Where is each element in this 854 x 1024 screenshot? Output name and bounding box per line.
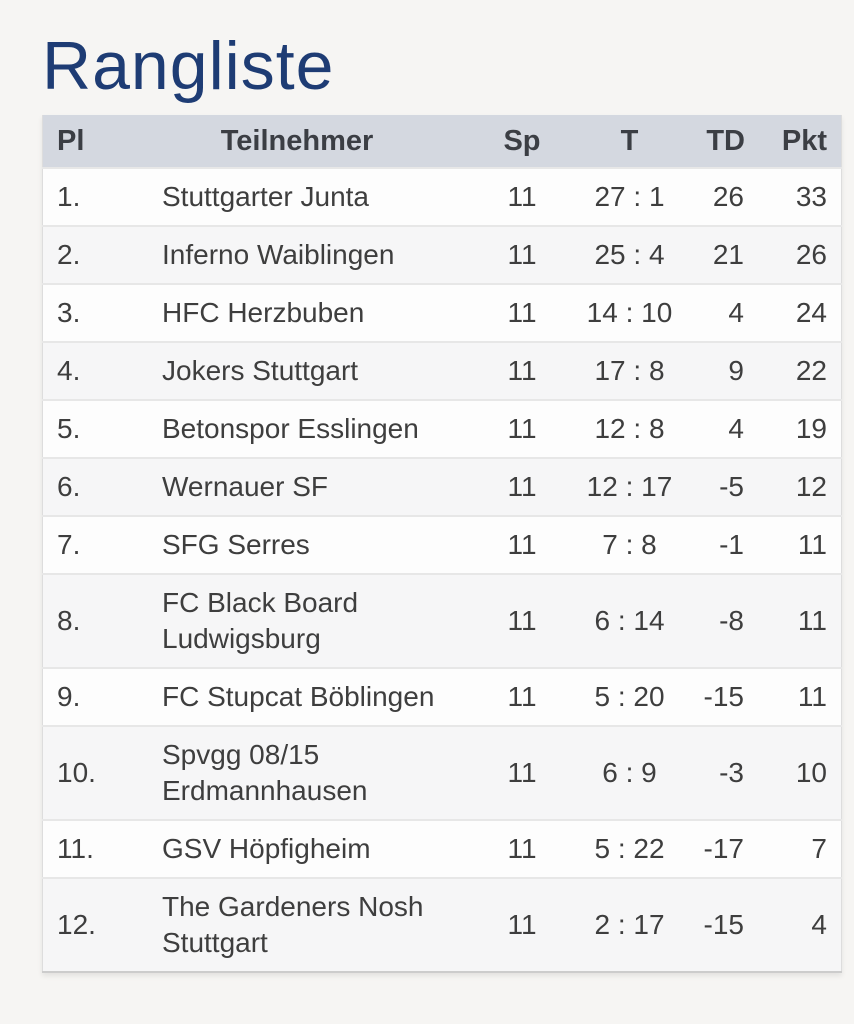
cell-t: 6 : 14 <box>594 605 665 636</box>
column-header-t: T <box>620 124 639 157</box>
cell-t: 12 : 8 <box>594 413 665 444</box>
cell-sp: 11 <box>507 181 537 212</box>
cell-team: Spvgg 08/15 Erdmannhausen <box>162 739 368 806</box>
table-row: 3. HFC Herzbuben 11 14 : 10 4 24 <box>42 284 842 342</box>
cell-t: 17 : 8 <box>594 355 665 386</box>
column-header-sp: Sp <box>503 124 541 157</box>
cell-sp: 11 <box>507 413 537 444</box>
cell-sp: 11 <box>507 471 537 502</box>
cell-pl: 3. <box>57 297 81 328</box>
page-title: Rangliste <box>42 28 335 104</box>
column-header-pl: Pl <box>57 124 85 157</box>
cell-pl: 12. <box>57 909 96 940</box>
cell-sp: 11 <box>507 605 537 636</box>
cell-pkt: 22 <box>795 355 827 386</box>
cell-pkt: 19 <box>795 413 827 444</box>
cell-pkt: 11 <box>797 529 827 560</box>
cell-pkt: 7 <box>811 833 827 864</box>
cell-t: 5 : 22 <box>594 833 665 864</box>
cell-t: 7 : 8 <box>602 529 657 560</box>
cell-td: -5 <box>719 471 744 502</box>
cell-pl: 10. <box>57 757 96 788</box>
cell-team: FC Black Board Ludwigsburg <box>162 587 359 654</box>
cell-team: The Gardeners Nosh Stuttgart <box>162 891 424 958</box>
cell-td: 4 <box>728 297 744 328</box>
cell-t: 14 : 10 <box>586 297 673 328</box>
cell-pkt: 11 <box>797 681 827 712</box>
cell-team: FC Stupcat Böblingen <box>162 681 435 712</box>
cell-pkt: 10 <box>795 757 827 788</box>
table-row: 11. GSV Höpfigheim 11 5 : 22 -17 7 <box>42 820 842 878</box>
cell-td: -3 <box>719 757 744 788</box>
table-row: 2. Inferno Waiblingen 11 25 : 4 21 26 <box>42 226 842 284</box>
cell-sp: 11 <box>507 681 537 712</box>
cell-team: Stuttgarter Junta <box>162 181 370 212</box>
ranking-table: Pl Teilnehmer Sp T TD Pkt 1. Stuttgarter Junta… <box>42 115 842 973</box>
cell-pkt: 11 <box>797 605 827 636</box>
cell-sp: 11 <box>507 239 537 270</box>
table-row: 6. Wernauer SF 11 12 : 17 -5 12 <box>42 458 842 516</box>
column-header-td: TD <box>706 124 745 157</box>
cell-sp: 11 <box>507 909 537 940</box>
cell-team: Betonspor Esslingen <box>162 413 419 444</box>
cell-team: Wernauer SF <box>162 471 328 502</box>
column-header-pkt: Pkt <box>781 124 827 157</box>
cell-pl: 5. <box>57 413 81 444</box>
cell-team: Inferno Waiblingen <box>162 239 395 270</box>
cell-td: 9 <box>728 355 744 386</box>
cell-pl: 11. <box>57 833 94 864</box>
cell-pkt: 12 <box>795 471 827 502</box>
cell-sp: 11 <box>507 529 537 560</box>
cell-pl: 9. <box>57 681 81 712</box>
cell-team: HFC Herzbuben <box>162 297 365 328</box>
column-header-team: Teilnehmer <box>220 124 374 157</box>
cell-pkt: 26 <box>795 239 827 270</box>
cell-t: 12 : 17 <box>586 471 673 502</box>
cell-team: SFG Serres <box>162 529 310 560</box>
cell-td: -15 <box>703 681 744 712</box>
cell-t: 5 : 20 <box>594 681 665 712</box>
table-row: 12. The Gardeners Nosh Stuttgart 11 2 : 17 -… <box>42 878 842 972</box>
cell-sp: 11 <box>507 297 537 328</box>
cell-td: -8 <box>719 605 744 636</box>
cell-t: 6 : 9 <box>602 757 657 788</box>
table-header-row: Pl Teilnehmer Sp T TD Pkt <box>42 115 842 168</box>
cell-t: 25 : 4 <box>594 239 665 270</box>
table-row: 8. FC Black Board Ludwigsburg 11 6 : 14 -8 11 <box>42 574 842 668</box>
table-row: 9. FC Stupcat Böblingen 11 5 : 20 -15 11 <box>42 668 842 726</box>
cell-team: Jokers Stuttgart <box>162 355 359 386</box>
cell-td: -15 <box>703 909 744 940</box>
cell-td: 4 <box>728 413 744 444</box>
cell-pl: 7. <box>57 529 81 560</box>
table-row: 4. Jokers Stuttgart 11 17 : 8 9 22 <box>42 342 842 400</box>
cell-td: -17 <box>703 833 744 864</box>
cell-pkt: 4 <box>811 909 827 940</box>
cell-team: GSV Höpfigheim <box>162 833 371 864</box>
table-row: 10. Spvgg 08/15 Erdmannhausen 11 6 : 9 -3 10 <box>42 726 842 820</box>
cell-td: -1 <box>719 529 744 560</box>
cell-pl: 8. <box>57 605 81 636</box>
cell-sp: 11 <box>507 355 537 386</box>
cell-pl: 2. <box>57 239 81 270</box>
cell-pl: 1. <box>57 181 81 212</box>
cell-td: 26 <box>712 181 744 212</box>
cell-pkt: 24 <box>795 297 827 328</box>
cell-pl: 6. <box>57 471 81 502</box>
table-body: 1. Stuttgarter Junta 11 27 : 1 26 33 2. Inferno… <box>42 168 842 972</box>
cell-td: 21 <box>712 239 744 270</box>
cell-sp: 11 <box>507 757 537 788</box>
table-row: 1. Stuttgarter Junta 11 27 : 1 26 33 <box>42 168 842 226</box>
table-row: 7. SFG Serres 11 7 : 8 -1 11 <box>42 516 842 574</box>
cell-pl: 4. <box>57 355 81 386</box>
cell-pkt: 33 <box>795 181 827 212</box>
cell-t: 27 : 1 <box>594 181 665 212</box>
cell-t: 2 : 17 <box>594 909 665 940</box>
cell-sp: 11 <box>507 833 537 864</box>
table-header: Pl Teilnehmer Sp T TD Pkt <box>42 115 842 168</box>
table-row: 5. Betonspor Esslingen 11 12 : 8 4 19 <box>42 400 842 458</box>
